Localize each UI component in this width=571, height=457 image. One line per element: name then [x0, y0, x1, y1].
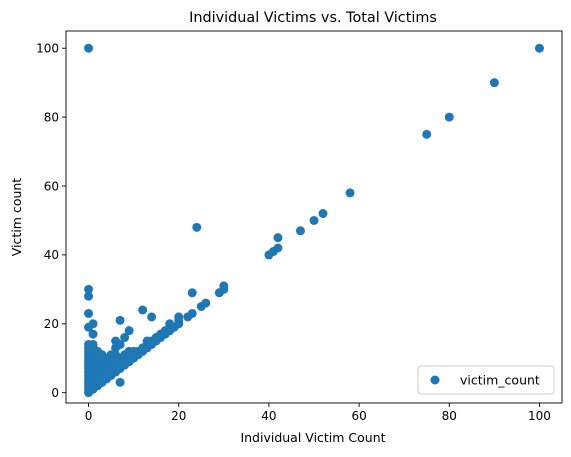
plot-area: [65, 30, 563, 404]
data-point: [120, 333, 130, 343]
x-tick-label: 20: [171, 409, 186, 423]
y-tick-label: 0: [51, 386, 59, 400]
data-point: [84, 43, 94, 53]
data-point: [187, 308, 197, 318]
data-point: [534, 43, 544, 53]
legend-marker: [430, 375, 440, 385]
data-point: [187, 288, 197, 298]
x-axis: 0 20 40 60 80 100: [85, 403, 551, 423]
data-point: [88, 339, 98, 349]
legend: victim_count: [417, 365, 555, 395]
data-point: [273, 233, 283, 243]
data-point: [138, 305, 148, 315]
data-point: [444, 112, 454, 122]
x-tick-label: 40: [261, 409, 276, 423]
data-point: [115, 377, 125, 387]
y-axis: 0 20 40 60 80 100: [36, 42, 66, 400]
data-point: [422, 129, 432, 139]
data-point: [115, 315, 125, 325]
data-point: [201, 298, 211, 308]
data-point: [345, 188, 355, 198]
data-point: [174, 312, 184, 322]
legend-frame: [417, 365, 555, 395]
x-tick-label: 0: [85, 409, 93, 423]
data-point: [318, 209, 328, 219]
y-axis-label: Victim count: [9, 178, 24, 257]
y-tick-label: 20: [44, 317, 59, 331]
data-point: [88, 319, 98, 329]
data-point: [88, 329, 98, 339]
y-tick-label: 60: [44, 179, 59, 193]
data-point: [84, 284, 94, 294]
x-tick-label: 60: [351, 409, 366, 423]
y-tick-label: 40: [44, 248, 59, 262]
chart-title: Individual Victims vs. Total Victims: [189, 10, 437, 26]
plot-frame: [65, 30, 563, 404]
x-tick-label: 100: [528, 409, 551, 423]
y-tick-label: 100: [36, 42, 59, 56]
data-point: [124, 326, 134, 336]
data-point: [273, 243, 283, 253]
data-point: [295, 226, 305, 236]
x-tick-label: 80: [442, 409, 457, 423]
data-point: [309, 215, 319, 225]
data-point: [84, 291, 94, 301]
data-point: [219, 281, 229, 291]
data-point: [147, 312, 157, 322]
data-point: [489, 78, 499, 88]
legend-label: victim_count: [460, 373, 540, 388]
x-axis-label: Individual Victim Count: [240, 430, 385, 445]
data-point: [84, 308, 94, 318]
data-point: [115, 339, 125, 349]
y-tick-label: 80: [44, 110, 59, 124]
data-point: [192, 222, 202, 232]
